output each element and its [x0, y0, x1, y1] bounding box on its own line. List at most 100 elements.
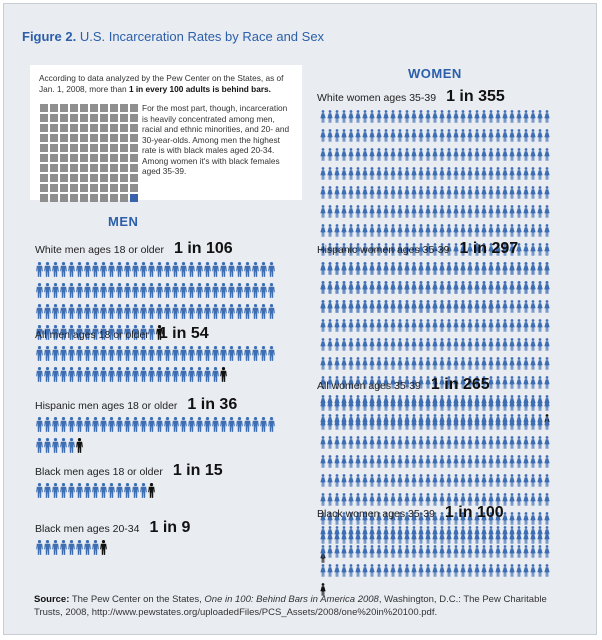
figure-title-text: U.S. Incarceration Rates by Race and Sex — [79, 29, 325, 44]
women-figure-1 — [509, 319, 515, 332]
women-figure-0 — [369, 205, 375, 218]
women-figure-0 — [516, 148, 522, 161]
women-figure-1 — [397, 300, 403, 313]
men-figure-1 — [188, 346, 195, 361]
women-figure-2 — [516, 398, 522, 411]
women-figure-2 — [530, 493, 536, 506]
women-figure-0 — [460, 110, 466, 123]
women-figure-2 — [376, 455, 382, 468]
men-figure-2 — [156, 417, 163, 432]
women-figure-2 — [523, 493, 529, 506]
women-figure-2 — [383, 398, 389, 411]
women-figure-2 — [390, 493, 396, 506]
grid-square — [80, 174, 88, 182]
women-figure-2 — [397, 398, 403, 411]
women-figure-0 — [348, 243, 354, 256]
women-figure-1 — [523, 319, 529, 332]
women-figure-2 — [425, 474, 431, 487]
women-figure-2 — [355, 455, 361, 468]
women-figure-2 — [425, 417, 431, 430]
women-figure-0 — [390, 224, 396, 237]
women-figure-3 — [453, 545, 459, 558]
men-figure-1 — [140, 367, 147, 382]
women-figure-0 — [418, 148, 424, 161]
women-figure-1 — [348, 281, 354, 294]
men-figure-1 — [68, 346, 75, 361]
women-figure-0 — [341, 224, 347, 237]
women-figure-2 — [474, 398, 480, 411]
women-figure-0 — [376, 243, 382, 256]
men-figure-0 — [116, 325, 123, 340]
women-figure-0 — [341, 129, 347, 142]
women-figure-2 — [432, 436, 438, 449]
women-figure-0 — [481, 224, 487, 237]
women-figure-0 — [320, 243, 326, 256]
women-figure-0 — [418, 205, 424, 218]
men-figure-0 — [108, 325, 115, 340]
women-figure-2 — [502, 398, 508, 411]
men-figure-1 — [140, 346, 147, 361]
women-figure-2 — [411, 474, 417, 487]
men-figure-0 — [132, 283, 139, 298]
women-figure-0 — [341, 205, 347, 218]
women-figure-0 — [516, 110, 522, 123]
women-figure-0 — [481, 129, 487, 142]
women-figure-1 — [509, 262, 515, 275]
women-figure-incarcerated-3 — [320, 583, 326, 596]
women-figure-2 — [537, 417, 543, 430]
women-figure-3 — [432, 545, 438, 558]
women-figure-0 — [502, 224, 508, 237]
women-figure-2 — [376, 493, 382, 506]
men-figure-1 — [68, 367, 75, 382]
grid-square — [130, 164, 138, 172]
women-figure-3 — [404, 526, 410, 539]
grid-square — [40, 184, 48, 192]
grid-square — [60, 114, 68, 122]
women-figure-1 — [341, 281, 347, 294]
women-figure-0 — [355, 224, 361, 237]
women-figure-0 — [390, 243, 396, 256]
women-figure-1 — [446, 300, 452, 313]
men-figure-0 — [188, 283, 195, 298]
men-figure-3 — [44, 483, 51, 498]
women-figure-0 — [383, 167, 389, 180]
women-figure-0 — [432, 205, 438, 218]
grid-square — [120, 174, 128, 182]
men-figure-0 — [84, 325, 91, 340]
women-figure-3 — [481, 564, 487, 577]
women-figures-2 — [320, 397, 550, 563]
women-figure-1 — [523, 357, 529, 370]
men-figure-0 — [52, 304, 59, 319]
women-figure-3 — [537, 526, 543, 539]
women-figure-0 — [327, 129, 333, 142]
women-figure-2 — [495, 455, 501, 468]
women-figure-0 — [439, 129, 445, 142]
women-figure-0 — [446, 243, 452, 256]
women-figure-1 — [446, 338, 452, 351]
women-figure-0 — [530, 148, 536, 161]
men-row-label-3: Black men ages 18 or older 1 in 15 — [35, 462, 223, 480]
women-figure-2 — [390, 474, 396, 487]
women-figure-3 — [460, 564, 466, 577]
women-figure-3 — [418, 564, 424, 577]
women-figure-2 — [488, 436, 494, 449]
women-figure-2 — [348, 436, 354, 449]
women-figure-2 — [369, 474, 375, 487]
grid-square — [40, 164, 48, 172]
women-figure-1 — [453, 319, 459, 332]
women-figures-0 — [320, 109, 550, 313]
intro-text-highlight: 1 in every 100 adults is behind bars. — [128, 83, 271, 94]
women-figure-0 — [439, 243, 445, 256]
women-figure-0 — [488, 167, 494, 180]
women-figure-1 — [509, 300, 515, 313]
grid-square — [70, 144, 78, 152]
women-figure-3 — [432, 564, 438, 577]
women-figure-3 — [467, 564, 473, 577]
grid-square — [70, 124, 78, 132]
women-figure-0 — [509, 148, 515, 161]
men-figure-0 — [180, 262, 187, 277]
men-figure-1 — [92, 367, 99, 382]
women-figure-0 — [418, 243, 424, 256]
women-figure-1 — [509, 281, 515, 294]
women-figure-3 — [502, 545, 508, 558]
